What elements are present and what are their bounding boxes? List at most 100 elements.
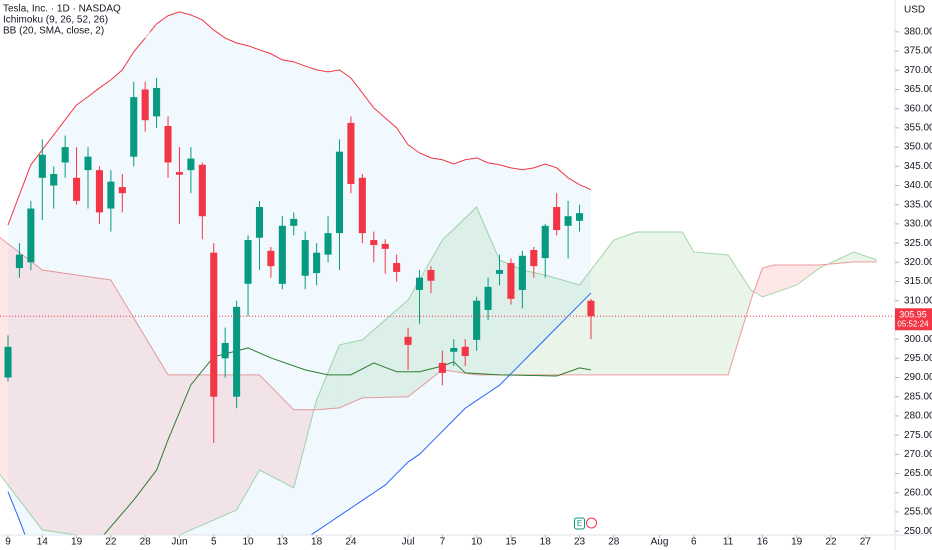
candle-body xyxy=(370,240,378,246)
band-fill xyxy=(8,11,591,535)
x-tick-label: 11 xyxy=(723,537,734,548)
x-tick-label: 18 xyxy=(540,537,552,548)
indicator-label: Ichimoku (9, 26, 52, 26) xyxy=(3,15,108,26)
candle-body xyxy=(244,240,252,284)
x-tick-label: Jul xyxy=(402,537,415,548)
candle-body xyxy=(15,254,23,269)
candle-body xyxy=(27,208,35,263)
candle-body xyxy=(347,122,355,184)
plot-area xyxy=(0,11,895,535)
x-tick-label: 28 xyxy=(608,537,620,548)
y-tick-label: 340.00 xyxy=(904,180,932,191)
candle-body xyxy=(95,170,103,213)
candle-body xyxy=(290,218,298,226)
y-tick-label: 320.00 xyxy=(904,257,932,268)
cloud-fill xyxy=(728,255,751,375)
y-tick-label: 300.00 xyxy=(904,334,932,345)
cloud-fill xyxy=(339,339,363,408)
candle-body xyxy=(518,255,526,290)
candle-body xyxy=(210,252,218,397)
candle-body xyxy=(575,213,584,221)
cloud-fill xyxy=(168,374,237,535)
cloud-fill xyxy=(545,274,580,375)
x-tick-label: 14 xyxy=(37,537,49,548)
y-tick-label: 370.00 xyxy=(904,65,932,76)
x-tick-label: 15 xyxy=(505,537,517,548)
cloud-fill xyxy=(682,231,694,375)
y-tick-label: 360.00 xyxy=(904,103,932,114)
y-tick-label: 355.00 xyxy=(904,123,932,134)
y-tick-label: 345.00 xyxy=(904,161,932,172)
candle-body xyxy=(278,225,286,284)
x-tick-label: 6 xyxy=(691,537,697,548)
candle-body xyxy=(393,263,401,272)
x-tick-label: 28 xyxy=(140,537,152,548)
candle-body xyxy=(541,225,549,259)
candle-body xyxy=(221,342,229,359)
cloud-fill xyxy=(236,374,260,511)
axes: 250.00 255.00 260.00 265.00 270.00 275.00 280.… xyxy=(5,27,932,548)
cloud-fill xyxy=(362,299,409,398)
chart-title: Tesla, Inc. · 1D · NASDAQ xyxy=(3,4,121,15)
x-tick-label: 23 xyxy=(574,537,586,548)
candle-body xyxy=(495,269,504,274)
candle-body xyxy=(4,346,12,378)
y-tick-label: 275.00 xyxy=(904,430,932,441)
event-marker xyxy=(574,517,586,530)
indicator-label: BB (20, SMA, close, 2) xyxy=(3,26,104,37)
y-tick-label: 365.00 xyxy=(904,84,932,95)
cloud-fill xyxy=(693,251,729,375)
x-tick-label: 16 xyxy=(757,537,769,548)
cloud-fill xyxy=(499,260,523,375)
last-price-label: 305.95 xyxy=(899,310,927,320)
countdown-label: 05:52:24 xyxy=(897,319,929,328)
candle-body xyxy=(50,173,58,186)
x-tick-label: 7 xyxy=(440,537,446,548)
candle-body xyxy=(118,187,126,194)
y-tick-label: 280.00 xyxy=(904,411,932,422)
y-tick-label: 260.00 xyxy=(904,487,932,498)
cloud-fill xyxy=(613,231,637,375)
currency-label: USD xyxy=(904,5,925,16)
cloud-fill xyxy=(316,344,340,410)
candle-body xyxy=(130,97,138,157)
candle-body xyxy=(461,346,469,357)
y-tick-label: 255.00 xyxy=(904,507,932,518)
candle-body xyxy=(233,306,241,397)
candle-body xyxy=(381,243,389,249)
candle-body xyxy=(301,240,309,276)
candle-body xyxy=(438,362,446,373)
candle-body xyxy=(38,154,46,178)
candle-body xyxy=(61,147,69,163)
candle-body xyxy=(187,158,195,171)
x-tick-label: 22 xyxy=(825,537,837,548)
candle-body xyxy=(73,177,81,201)
dividend-marker xyxy=(586,517,598,529)
x-tick-label: 5 xyxy=(211,537,217,548)
y-tick-label: 330.00 xyxy=(904,219,932,230)
candle-body xyxy=(415,277,424,290)
candle-body xyxy=(507,263,515,299)
cloud-fill xyxy=(42,269,111,535)
candle-body xyxy=(450,347,458,352)
candle-body xyxy=(313,252,321,274)
y-tick-label: 335.00 xyxy=(904,199,932,210)
band-upper xyxy=(7,11,592,226)
cloud-fill xyxy=(0,237,43,531)
candle-body xyxy=(84,156,92,171)
candle-body xyxy=(141,89,149,121)
x-tick-label: 19 xyxy=(71,537,83,548)
y-tick-label: 270.00 xyxy=(904,449,932,460)
candle-body xyxy=(267,250,275,267)
y-tick-label: 315.00 xyxy=(904,276,932,287)
candle-body xyxy=(358,177,366,234)
cloud-fill xyxy=(762,265,774,297)
x-tick-label: 22 xyxy=(105,537,117,548)
y-tick-label: 325.00 xyxy=(904,238,932,249)
y-tick-label: 285.00 xyxy=(904,391,932,402)
x-tick-label: 19 xyxy=(791,537,803,548)
candle-body xyxy=(153,87,161,117)
x-tick-label: 18 xyxy=(311,537,323,548)
y-tick-label: 310.00 xyxy=(904,295,932,306)
x-tick-label: 13 xyxy=(277,537,289,548)
